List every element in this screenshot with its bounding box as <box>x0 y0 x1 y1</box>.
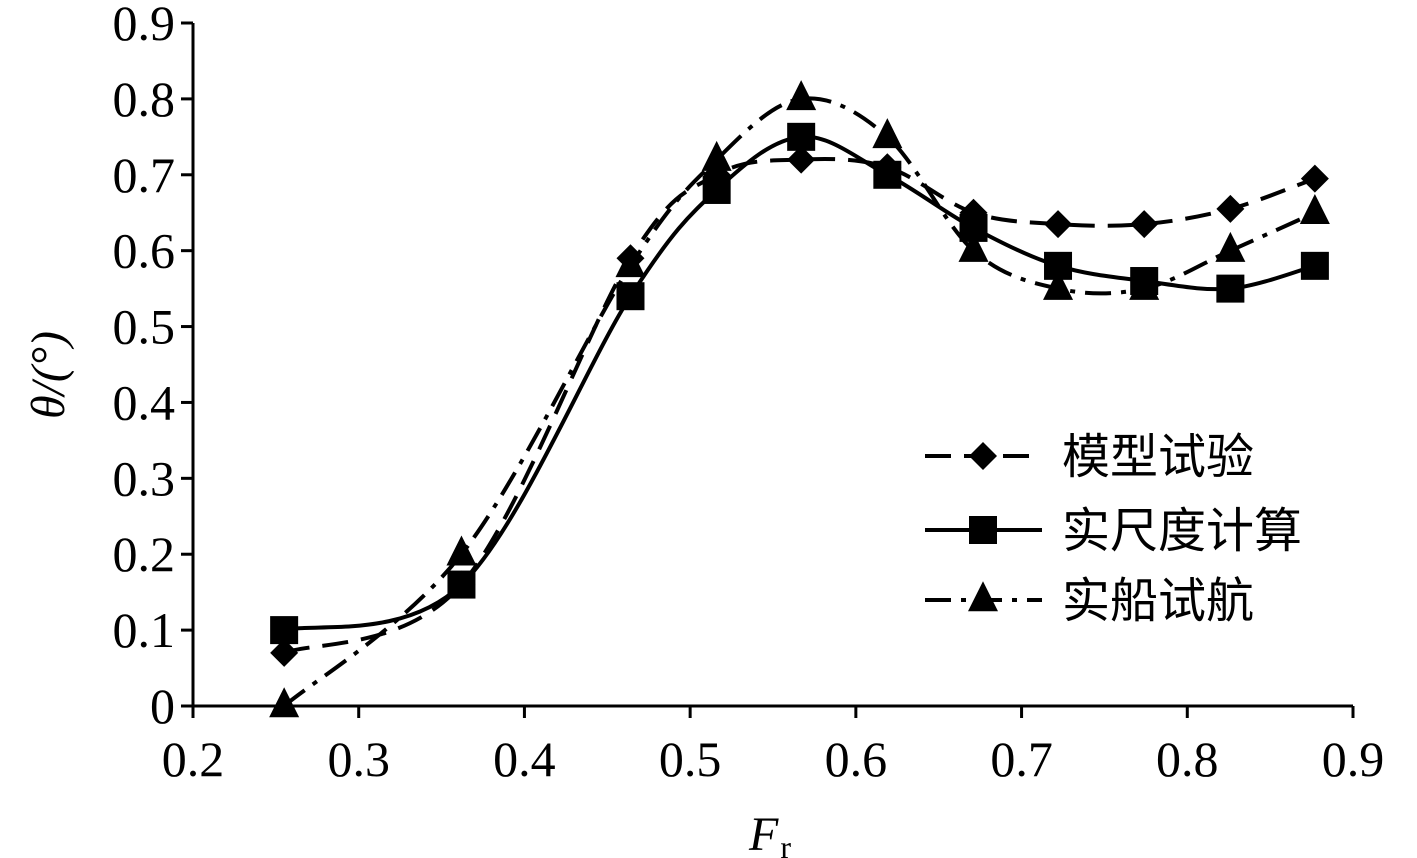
data-point <box>1044 210 1073 239</box>
data-point <box>702 175 731 204</box>
legend-marker <box>968 581 998 612</box>
series-3 <box>269 80 1330 718</box>
data-point <box>873 160 902 189</box>
legend-marker <box>969 442 997 470</box>
legend-label: 实尺度计算 <box>1062 503 1302 559</box>
legend-label: 实船试航 <box>1062 573 1254 629</box>
data-point <box>1216 274 1245 303</box>
x-tick-label: 0.8 <box>1156 731 1219 787</box>
data-point <box>1216 194 1245 223</box>
data-point <box>446 535 477 566</box>
x-tick-label: 0.2 <box>162 731 225 787</box>
y-tick-label: 0.8 <box>113 71 176 127</box>
data-point <box>447 570 476 599</box>
data-point <box>1215 231 1246 262</box>
data-point <box>787 145 816 174</box>
data-point <box>270 616 299 645</box>
x-axis-title-main: F <box>748 808 779 858</box>
data-point <box>615 247 646 278</box>
data-point <box>1043 269 1074 300</box>
series-2 <box>270 122 1329 645</box>
data-point <box>1300 251 1329 280</box>
data-point <box>1300 164 1329 193</box>
series-layer <box>269 80 1330 718</box>
x-axis-title: Fr <box>748 808 791 858</box>
legend-item-2: 实尺度计算 <box>925 503 1302 559</box>
legend-item-3: 实船试航 <box>925 573 1254 629</box>
data-point <box>786 80 817 111</box>
y-axis-title: θ/(°) <box>22 331 75 419</box>
y-tick-label: 0.2 <box>113 526 176 582</box>
y-tick-label: 0.4 <box>113 374 176 430</box>
data-point <box>1130 210 1159 239</box>
y-tick-label: 0.6 <box>113 223 176 279</box>
x-tick-label: 0.3 <box>327 731 390 787</box>
y-tick-label: 0 <box>150 678 175 734</box>
data-point <box>872 118 903 149</box>
data-point <box>269 687 300 718</box>
y-tick-label: 0.1 <box>113 602 176 658</box>
axes: 0 0.1 0.2 0.3 0.4 0.5 0.6 0.7 0.8 0.9 0.2 0.3 0.4 0.5… <box>113 0 1385 787</box>
data-point <box>270 638 299 667</box>
x-tick-label: 0.6 <box>825 731 888 787</box>
data-point <box>787 122 816 151</box>
x-tick-label: 0.4 <box>493 731 556 787</box>
data-point <box>616 282 645 311</box>
legend-label: 模型试验 <box>1062 429 1254 485</box>
data-point <box>1299 193 1330 224</box>
series-line <box>283 157 1316 655</box>
x-tick-label: 0.9 <box>1322 731 1385 787</box>
y-tick-label: 0.5 <box>113 299 176 355</box>
x-tick-label: 0.5 <box>659 731 722 787</box>
x-axis-title-sub: r <box>780 829 791 858</box>
y-tick-label: 0.9 <box>113 0 176 51</box>
data-point <box>701 140 732 171</box>
x-tick-label: 0.7 <box>990 731 1053 787</box>
y-tick-label: 0.7 <box>113 147 176 203</box>
y-tick-label: 0.3 <box>113 450 176 506</box>
data-point <box>958 231 989 262</box>
legend-item-1: 模型试验 <box>925 429 1254 485</box>
legend-marker <box>969 516 997 544</box>
data-point <box>1129 269 1160 300</box>
